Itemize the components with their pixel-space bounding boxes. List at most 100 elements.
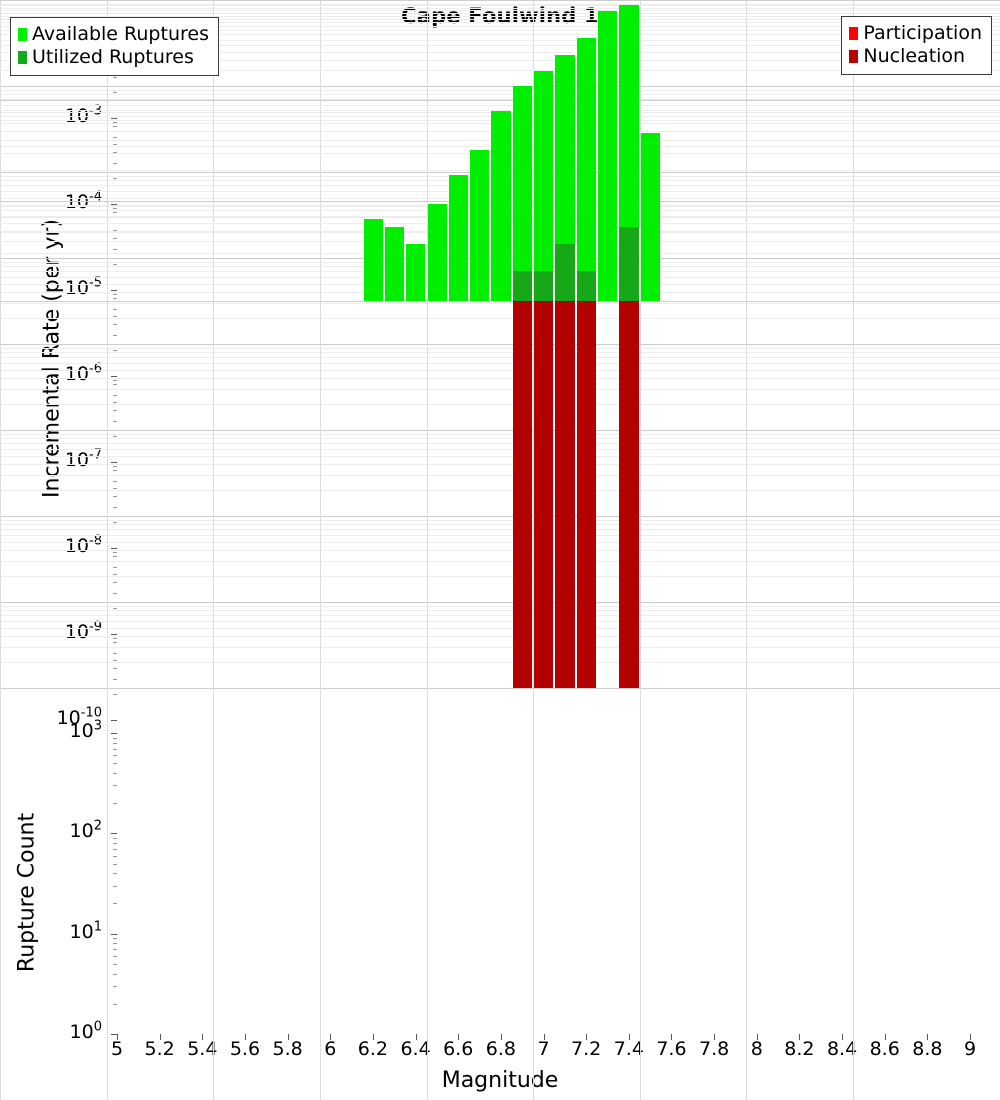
- bar-available-ruptures: [640, 133, 661, 301]
- y-axis-minor-tick-mark: [113, 315, 117, 317]
- y-axis-minor-tick-mark: [113, 401, 117, 403]
- nucleation-color-swatch: [849, 50, 859, 64]
- gridline-horizontal-major: [0, 0, 1000, 1]
- x-axis-tick-label: 6: [324, 1038, 337, 1060]
- y-axis-minor-tick-mark: [113, 659, 117, 661]
- top-chart-legend: Participation Nucleation: [841, 16, 992, 76]
- x-axis-tick-label: 6.8: [485, 1038, 516, 1060]
- gridline-vertical: [0, 0, 1, 1100]
- gridline-horizontal-minor: [0, 456, 1000, 457]
- y-axis-minor-tick-mark: [113, 637, 117, 639]
- x-axis-tick-mark: [500, 1034, 502, 1040]
- gridline-horizontal-minor: [0, 378, 1000, 379]
- y-axis-minor-tick-mark: [113, 522, 117, 524]
- gridline-horizontal-minor: [0, 52, 1000, 53]
- y-axis-minor-tick-mark: [113, 238, 117, 240]
- bar-nucleation: [534, 297, 554, 688]
- x-axis-tick-label: 8.6: [869, 1038, 900, 1060]
- available-ruptures-color-swatch: [18, 28, 27, 42]
- gridline-horizontal-minor: [0, 475, 1000, 476]
- y-axis-minor-tick-mark: [113, 785, 117, 787]
- x-axis-tick-label: 6.2: [357, 1038, 388, 1060]
- bar-available-ruptures: [598, 10, 618, 301]
- y-axis-tick-mark: [111, 933, 117, 935]
- bar-available-ruptures: [406, 243, 426, 301]
- y-axis-minor-tick-mark: [113, 420, 117, 422]
- legend-item-participation: Participation: [849, 22, 982, 45]
- legend-label-available-ruptures: Available Ruptures: [32, 23, 209, 45]
- gridline-horizontal-minor: [0, 5, 1000, 6]
- y-axis-minor-tick-mark: [113, 487, 117, 489]
- y-axis-minor-tick-mark: [113, 152, 117, 154]
- gridline-horizontal-minor: [0, 19, 1000, 20]
- y-axis-minor-tick-mark: [113, 678, 117, 680]
- y-axis-minor-tick-mark: [113, 567, 117, 569]
- y-axis-minor-tick-mark: [113, 379, 117, 381]
- x-axis-tick-label: 7: [537, 1038, 550, 1060]
- y-axis-tick-label: 103: [69, 718, 102, 742]
- gridline-horizontal-minor: [0, 628, 1000, 629]
- y-axis-minor-tick-mark: [113, 551, 117, 553]
- y-axis-minor-tick-mark: [113, 863, 117, 865]
- y-axis-minor-tick-mark: [113, 763, 117, 765]
- x-axis-tick-mark: [330, 1034, 332, 1040]
- y-axis-minor-tick-mark: [113, 436, 117, 438]
- gridline-horizontal-minor: [0, 662, 1000, 663]
- y-axis-minor-tick-mark: [113, 1003, 117, 1005]
- gridline-horizontal-minor: [0, 40, 1000, 41]
- y-axis-tick-mark: [111, 376, 117, 377]
- x-axis-tick-mark: [970, 1034, 971, 1040]
- bar-nucleation: [555, 222, 575, 688]
- x-axis-tick-mark: [756, 1034, 758, 1040]
- gridline-horizontal-minor: [0, 60, 1000, 61]
- y-axis-tick-mark: [111, 720, 117, 721]
- gridline-horizontal-major: [0, 100, 1000, 101]
- y-axis-minor-tick-mark: [113, 855, 117, 857]
- gridline-horizontal-minor: [0, 348, 1000, 349]
- x-axis-title: Magnitude: [441, 1068, 559, 1093]
- gridline-horizontal-minor: [0, 606, 1000, 607]
- y-axis-minor-tick-mark: [113, 986, 117, 988]
- y-axis-minor-tick-mark: [113, 264, 117, 266]
- gridline-horizontal-minor: [0, 647, 1000, 648]
- y-axis-tick-mark: [111, 462, 117, 463]
- y-axis-minor-tick-mark: [113, 938, 117, 940]
- gridline-horizontal-minor: [0, 110, 1000, 111]
- gridline-horizontal-minor: [0, 542, 1000, 543]
- gridline-horizontal-minor: [0, 370, 1000, 371]
- y-axis-minor-tick-mark: [113, 963, 117, 965]
- y-axis-minor-tick-mark: [113, 955, 117, 957]
- gridline-horizontal-major: [0, 301, 1000, 302]
- x-axis-tick-mark: [799, 1034, 801, 1040]
- gridline-horizontal-minor: [0, 576, 1000, 577]
- y-axis-minor-tick-mark: [113, 309, 117, 311]
- y-axis-minor-tick-mark: [113, 742, 117, 744]
- gridline-horizontal-minor: [0, 529, 1000, 530]
- y-axis-minor-tick-mark: [113, 668, 117, 670]
- gridline-horizontal-minor: [0, 438, 1000, 439]
- y-axis-minor-tick-mark: [113, 943, 117, 945]
- x-axis-tick-mark: [117, 1034, 118, 1040]
- y-axis-minor-tick-mark: [113, 843, 117, 845]
- x-axis-tick-label: 7.4: [613, 1038, 644, 1060]
- gridline-horizontal-minor: [0, 318, 1000, 319]
- x-axis-labels: 5 5.2 5.4 5.6 5.8 6 6.2 6.4 6.6 6.8 7 7.2 7.4 7.6 7.8 8…: [0, 1038, 1000, 1066]
- gridline-vertical: [106, 0, 108, 1100]
- gridline-horizontal-minor: [0, 443, 1000, 444]
- gridline-horizontal-minor: [0, 45, 1000, 46]
- y-axis-tick-mark: [111, 290, 117, 291]
- y-axis-minor-tick-mark: [113, 92, 117, 94]
- y-axis-minor-tick-mark: [113, 506, 117, 508]
- gridline-horizontal-minor: [0, 404, 1000, 405]
- x-axis-tick-label: 5.4: [187, 1038, 218, 1060]
- y-axis-minor-tick-mark: [113, 496, 117, 498]
- y-axis-minor-tick-mark: [113, 837, 117, 839]
- y-axis-tick-label: 100: [69, 1019, 102, 1043]
- x-axis-tick-label: 7.8: [698, 1038, 730, 1060]
- y-axis-tick-mark: [111, 118, 117, 119]
- y-axis-tick-mark: [111, 548, 117, 549]
- y-axis-minor-tick-mark: [113, 324, 117, 326]
- bar-nucleation: [619, 285, 639, 688]
- gridline-horizontal-minor: [0, 621, 1000, 622]
- y-axis-minor-tick-mark: [113, 582, 117, 584]
